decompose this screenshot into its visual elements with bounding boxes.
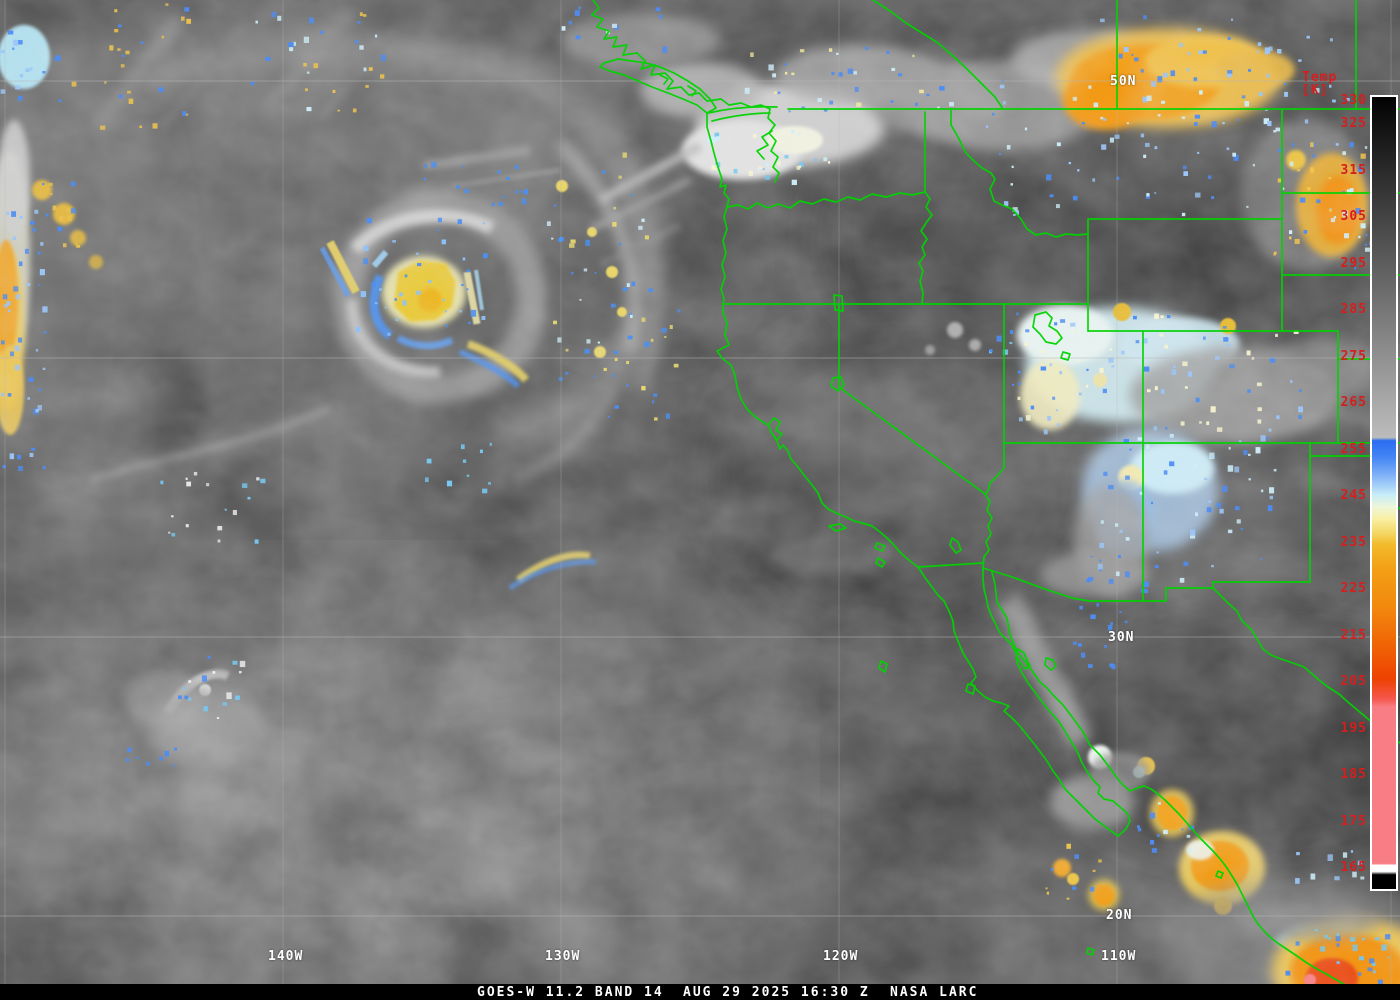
grid-label: 50N [1110,74,1137,89]
colorbar-tick: 165 [1340,860,1367,875]
colorbar-tick: 305 [1340,209,1367,224]
grid-label: 20N [1106,908,1133,923]
colorbar-tick: 215 [1340,628,1367,643]
colorbar-tick: 325 [1340,116,1367,131]
colorbar-tick: 175 [1340,814,1367,829]
colorbar-tick: 235 [1340,535,1367,550]
map-borders [591,0,1400,1000]
colorbar-tick: 315 [1340,163,1367,178]
colorbar-tick: 205 [1340,674,1367,689]
cold-pixel-speckles [0,3,1391,985]
caption-bar: GOES-W 11.2 BAND 14 AUG 29 2025 16:30 Z … [0,984,1400,1000]
grid-label: 110W [1101,949,1137,964]
grid-label: 120W [823,949,859,964]
colorbar-scale [1370,95,1398,891]
caption-credit: NASA LARC [890,985,979,1000]
colorbar-tick: 275 [1340,349,1367,364]
colorbar-title: Temp [K] [1302,70,1338,98]
colorbar-tick: 185 [1340,767,1367,782]
colorbar-tick: 265 [1340,395,1367,410]
grid-label: 30N [1108,630,1135,645]
colorbar-tick: 295 [1340,256,1367,271]
colorbar-tick: 245 [1340,488,1367,503]
colorbar-tick: 225 [1340,581,1367,596]
colorbar-tick: 285 [1340,302,1367,317]
grid-label: 140W [268,949,304,964]
colorbar-tick: 195 [1340,721,1367,736]
grid-label: 130W [545,949,581,964]
caption-datetime: AUG 29 2025 16:30 Z [683,985,870,1000]
caption-satellite-band: GOES-W 11.2 BAND 14 [477,985,664,1000]
colorbar-tick: 330 [1340,93,1367,108]
colorbar-tick: 255 [1340,442,1367,457]
